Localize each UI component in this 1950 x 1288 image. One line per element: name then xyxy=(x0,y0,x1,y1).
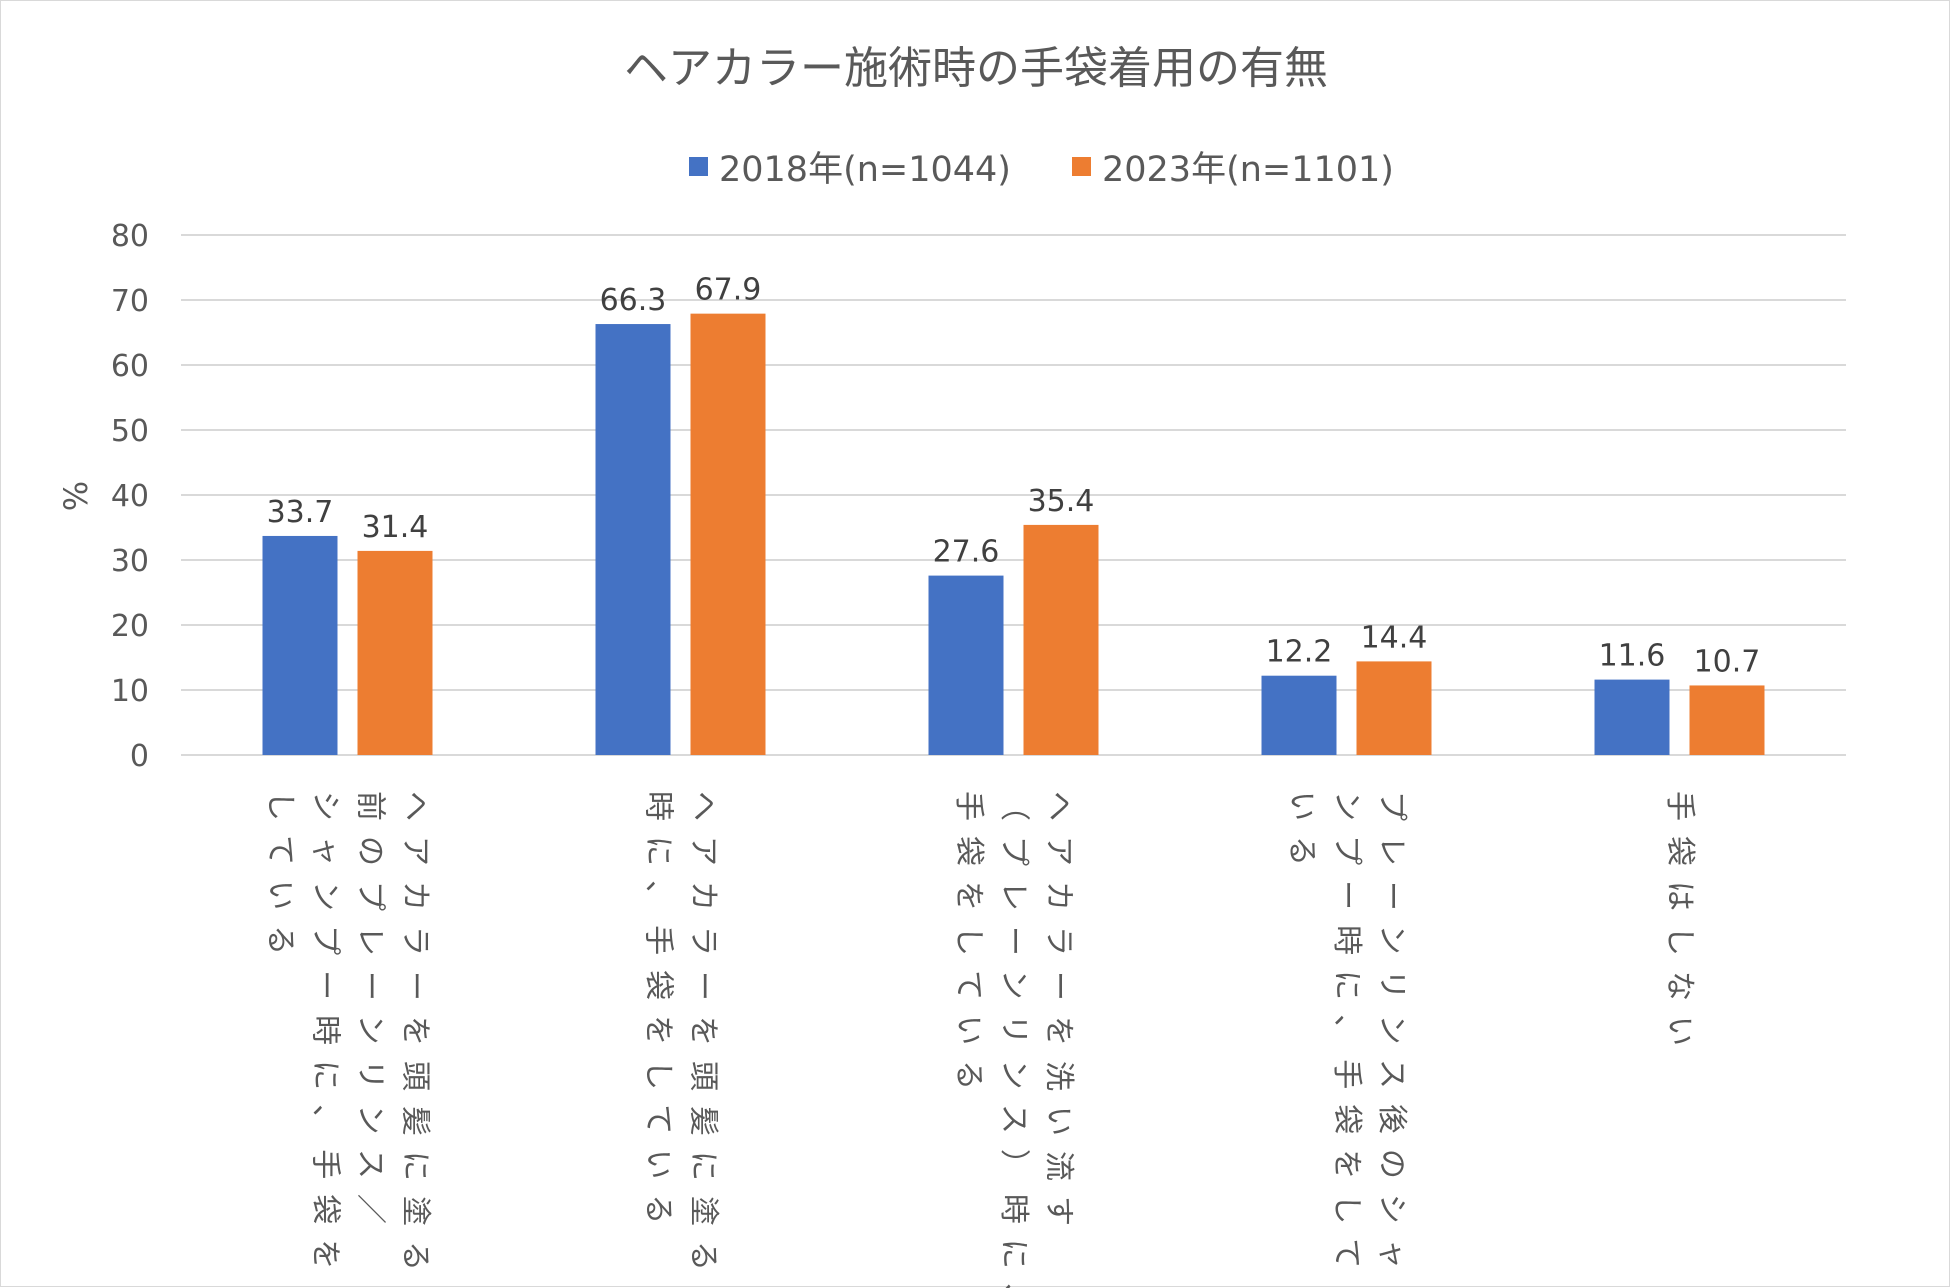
chart-title: ヘアカラー施術時の手袋着用の有無 xyxy=(624,43,1328,94)
category-label-2-line-2: 時に、手袋をしている xyxy=(641,791,676,1239)
category-label-1-line-4: している xyxy=(263,791,298,970)
bar-2023-cat2 xyxy=(690,313,766,755)
bar-2023-cat3 xyxy=(1023,524,1099,755)
data-label-2018-cat4: 12.2 xyxy=(1266,635,1333,670)
bar-2023-cat4 xyxy=(1356,661,1432,755)
legend-label-2018: 2018年(n=1044) xyxy=(719,150,1011,190)
data-label-2023-cat5: 10.7 xyxy=(1694,644,1761,679)
legend-swatch-2018 xyxy=(689,157,708,176)
y-tick-label: 10 xyxy=(111,674,149,709)
bar-2018-cat1 xyxy=(262,535,338,755)
bar-2023-cat1 xyxy=(357,550,433,755)
y-tick-label: 30 xyxy=(111,544,149,579)
y-axis-ticks: 0 10 20 30 40 50 60 70 80 xyxy=(111,219,149,774)
category-label-4-line-1: プレーンリンス後のシャ xyxy=(1374,791,1409,1284)
category-label-4-line-3: いる xyxy=(1284,791,1319,881)
category-label-2-line-1: ヘアカラーを頭髪に塗る xyxy=(686,791,721,1286)
bar-2018-cat3 xyxy=(928,575,1004,755)
bar-2018-cat4 xyxy=(1261,675,1337,755)
category-label-1-line-2: 前のプレーンリンス／ xyxy=(353,791,388,1239)
bar-2018-cat2 xyxy=(595,324,671,755)
data-label-2023-cat3: 35.4 xyxy=(1028,484,1095,519)
y-tick-label: 20 xyxy=(111,609,149,644)
y-axis-title: % xyxy=(57,481,95,511)
bar-2023-cat5 xyxy=(1689,685,1765,755)
gridlines xyxy=(181,234,1846,756)
legend-swatch-2023 xyxy=(1072,157,1091,176)
y-tick-label: 60 xyxy=(111,349,149,384)
bar-2018-cat5 xyxy=(1594,679,1670,755)
legend: 2018年(n=1044) 2023年(n=1101) xyxy=(689,150,1394,190)
data-label-2018-cat1: 33.7 xyxy=(267,495,334,530)
category-label-3-line-1: ヘアカラーを洗い流す xyxy=(1041,791,1076,1241)
data-label-2023-cat4: 14.4 xyxy=(1361,620,1428,655)
legend-label-2023: 2023年(n=1101) xyxy=(1102,150,1394,190)
category-label-1-line-1: ヘアカラーを頭髪に塗る xyxy=(398,791,433,1286)
data-label-2018-cat5: 11.6 xyxy=(1599,639,1666,674)
bars xyxy=(262,313,1765,755)
y-tick-label: 0 xyxy=(130,739,149,774)
category-label-4-line-2: ンプー時に、手袋をして xyxy=(1329,791,1364,1283)
data-label-2018-cat2: 66.3 xyxy=(600,283,667,318)
category-label-3-line-2: （プレーンリンス）時に、 xyxy=(996,791,1031,1288)
data-labels: 33.7 31.4 66.3 67.9 27.6 35.4 12.2 14.4 11.6 10.7 xyxy=(267,273,1761,680)
category-label-5-line-1: 手袋はしない xyxy=(1662,791,1697,1061)
y-tick-label: 40 xyxy=(111,479,149,514)
category-label-1-line-3: シャンプー時に、手袋を xyxy=(308,791,343,1284)
y-tick-label: 80 xyxy=(111,219,149,254)
y-tick-label: 70 xyxy=(111,284,149,319)
category-label-3-line-3: 手袋をしている xyxy=(951,791,986,1105)
data-label-2023-cat1: 31.4 xyxy=(362,510,429,545)
data-label-2023-cat2: 67.9 xyxy=(695,273,762,308)
data-label-2018-cat3: 27.6 xyxy=(933,535,1000,570)
y-tick-label: 50 xyxy=(111,414,149,449)
